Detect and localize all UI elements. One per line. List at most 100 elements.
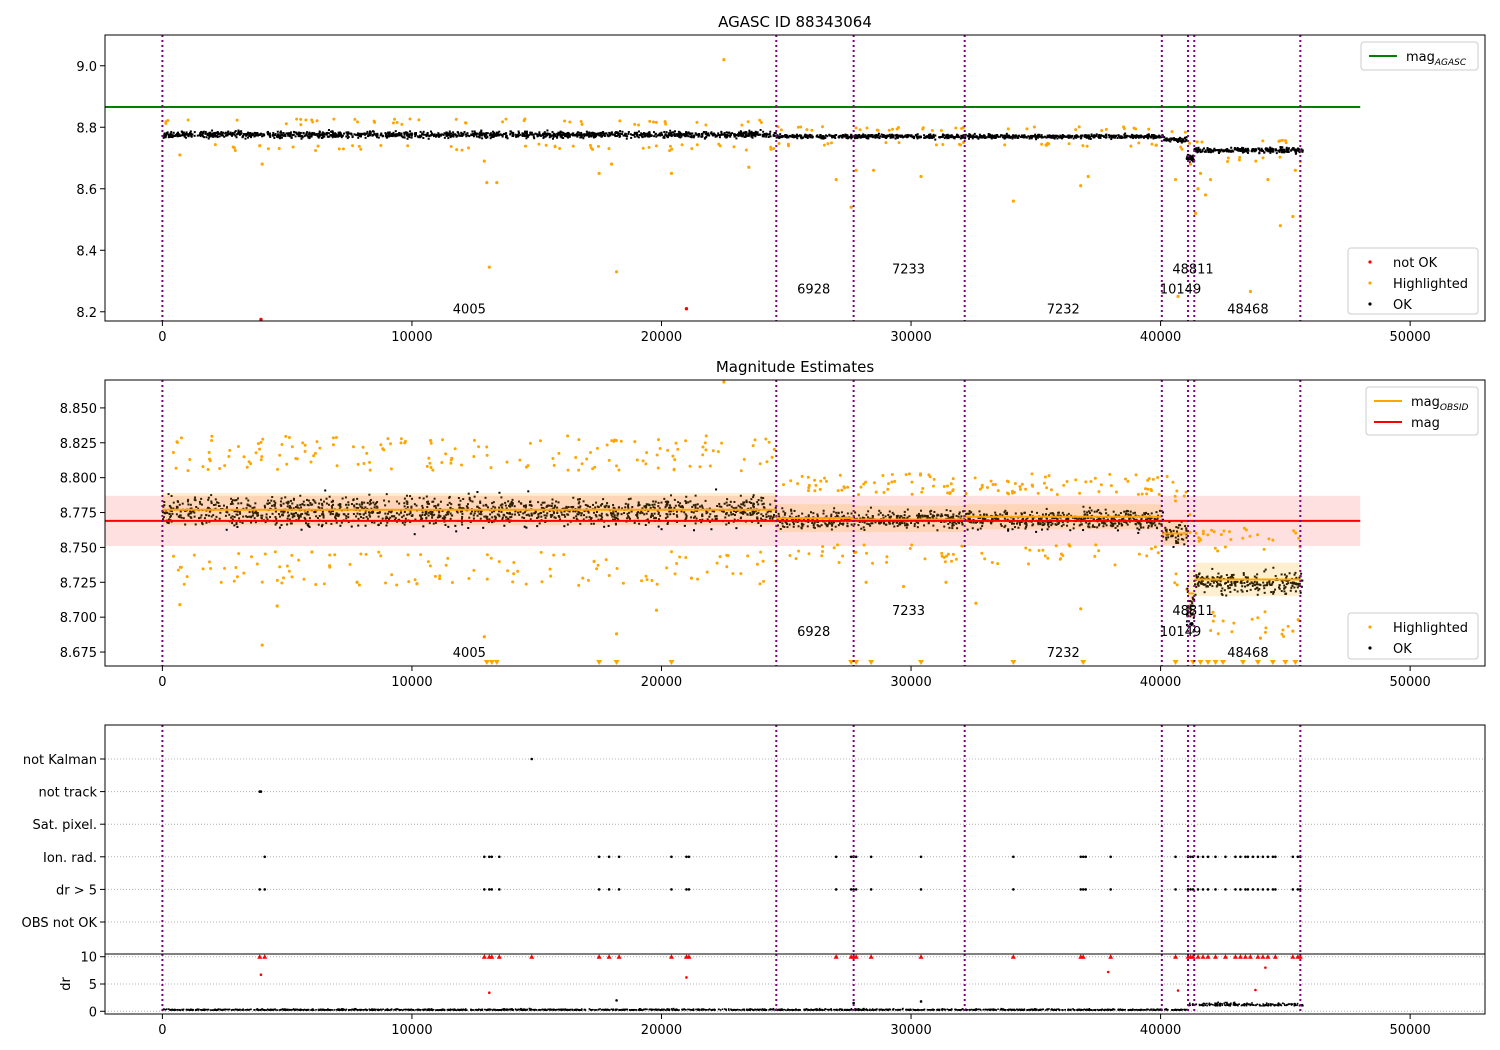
- agasc-ok-point: [636, 134, 639, 137]
- magnitude-ok-point: [517, 511, 520, 514]
- highlighted-point: [406, 144, 410, 148]
- highlighted-point: [732, 145, 736, 149]
- highlighted-point: [1024, 546, 1028, 550]
- magnitude-ok-point: [739, 511, 742, 514]
- magnitude-ok-point: [537, 501, 540, 504]
- magnitude-ok-point: [774, 499, 777, 502]
- agasc-ok-point: [1263, 151, 1266, 154]
- agasc-ok-point: [1098, 133, 1101, 136]
- magnitude-ok-point: [229, 503, 232, 506]
- highlighted-point: [301, 441, 305, 445]
- magnitude-ok-point: [217, 501, 220, 504]
- highlighted-point: [1198, 171, 1203, 175]
- magnitude-ok-point: [612, 506, 615, 509]
- agasc-ok-point: [554, 135, 557, 138]
- obsid-label: 7232: [1047, 303, 1080, 318]
- agasc-ok-point: [899, 135, 902, 138]
- highlighted-point: [1109, 484, 1113, 488]
- magnitude-ok-point: [509, 502, 512, 505]
- magnitude-ok-point: [498, 515, 501, 518]
- magnitude-ok-point: [325, 522, 328, 525]
- highlighted-point: [1122, 125, 1126, 129]
- magnitude-ok-point: [534, 510, 537, 513]
- magnitude-ok-point: [652, 500, 655, 503]
- magnitude-ok-point: [486, 518, 489, 521]
- highlighted-point: [644, 462, 648, 466]
- agasc-ok-point: [385, 134, 388, 137]
- highlighted-point: [1211, 619, 1215, 623]
- highlighted-point: [943, 560, 947, 564]
- magnitude-ok-point: [448, 501, 451, 504]
- highlighted-point: [865, 551, 869, 555]
- highlighted-point: [856, 493, 860, 497]
- agasc-ok-point: [551, 131, 554, 134]
- magnitude-ok-point: [338, 513, 341, 516]
- agasc-ok-point: [705, 131, 708, 134]
- agasc-ok-point: [892, 136, 895, 139]
- highlighted-point: [747, 165, 751, 169]
- agasc-ok-point: [941, 135, 944, 138]
- agasc-ok-point: [422, 130, 425, 133]
- agasc-ok-point: [1219, 149, 1222, 152]
- magnitude-ok-point: [932, 514, 935, 517]
- agasc-ok-point: [753, 134, 756, 137]
- agasc-ok-point: [435, 133, 438, 136]
- highlighted-point: [467, 577, 471, 581]
- magnitude-ok-point: [368, 493, 371, 496]
- magnitude-ok-point: [269, 507, 272, 510]
- magnitude-ok-point: [426, 501, 429, 504]
- agasc-ok-point: [559, 130, 562, 133]
- agasc-ok-point: [501, 134, 504, 137]
- highlighted-point: [318, 446, 322, 450]
- magnitude-ok-point: [1061, 511, 1064, 514]
- agasc-ok-point: [211, 129, 214, 132]
- agasc-ok-point: [505, 135, 508, 138]
- magnitude-ok-point: [611, 512, 614, 515]
- agasc-ok-point: [1137, 136, 1140, 139]
- magnitude-ok-point: [631, 506, 634, 509]
- highlighted-point: [704, 434, 708, 438]
- agasc-ok-point: [924, 136, 927, 139]
- magnitude-ok-point: [657, 501, 660, 504]
- highlighted-point: [1145, 492, 1149, 496]
- magnitude-ok-point: [368, 511, 371, 514]
- highlighted-point: [285, 462, 289, 466]
- magnitude-ok-point: [178, 514, 181, 517]
- magnitude-ok-point: [489, 513, 492, 516]
- magnitude-ok-point: [739, 494, 742, 497]
- agasc-ok-point: [786, 134, 789, 137]
- highlighted-point: [299, 123, 303, 127]
- agasc-ok-point: [472, 135, 475, 138]
- magnitude-ok-point: [968, 518, 971, 521]
- agasc-ok-point: [1197, 148, 1200, 151]
- magnitude-ok-point: [364, 512, 367, 515]
- magnitude-ok-point: [316, 517, 319, 520]
- agasc-ok-point: [314, 133, 317, 136]
- magnitude-ok-point: [441, 517, 444, 520]
- highlighted-point: [227, 454, 231, 458]
- highlighted-point: [449, 458, 453, 462]
- highlighted-point: [708, 464, 712, 468]
- magnitude-ok-point: [765, 513, 768, 516]
- highlighted-point: [755, 562, 759, 566]
- magnitude-ok-point: [782, 510, 785, 513]
- agasc-ok-point: [1004, 134, 1007, 137]
- agasc-ok-point: [240, 132, 243, 135]
- agasc-ok-point: [679, 131, 682, 134]
- agasc-ok-point: [911, 135, 914, 138]
- magnitude-ok-point: [274, 510, 277, 513]
- magnitude-ok-point: [694, 494, 697, 497]
- highlighted-point: [427, 456, 431, 460]
- highlighted-point: [807, 486, 811, 490]
- agasc-ok-point: [1081, 134, 1084, 137]
- magnitude-ok-point: [300, 528, 303, 531]
- agasc-ok-point: [859, 135, 862, 138]
- magnitude-ok-point: [395, 500, 398, 503]
- agasc-ok-point: [519, 133, 522, 136]
- highlighted-point: [1047, 142, 1051, 146]
- agasc-ok-point: [448, 133, 451, 136]
- highlighted-point: [250, 555, 254, 559]
- magnitude-ok-point: [660, 528, 663, 531]
- highlighted-point: [779, 128, 783, 132]
- agasc-ok-point: [674, 133, 677, 136]
